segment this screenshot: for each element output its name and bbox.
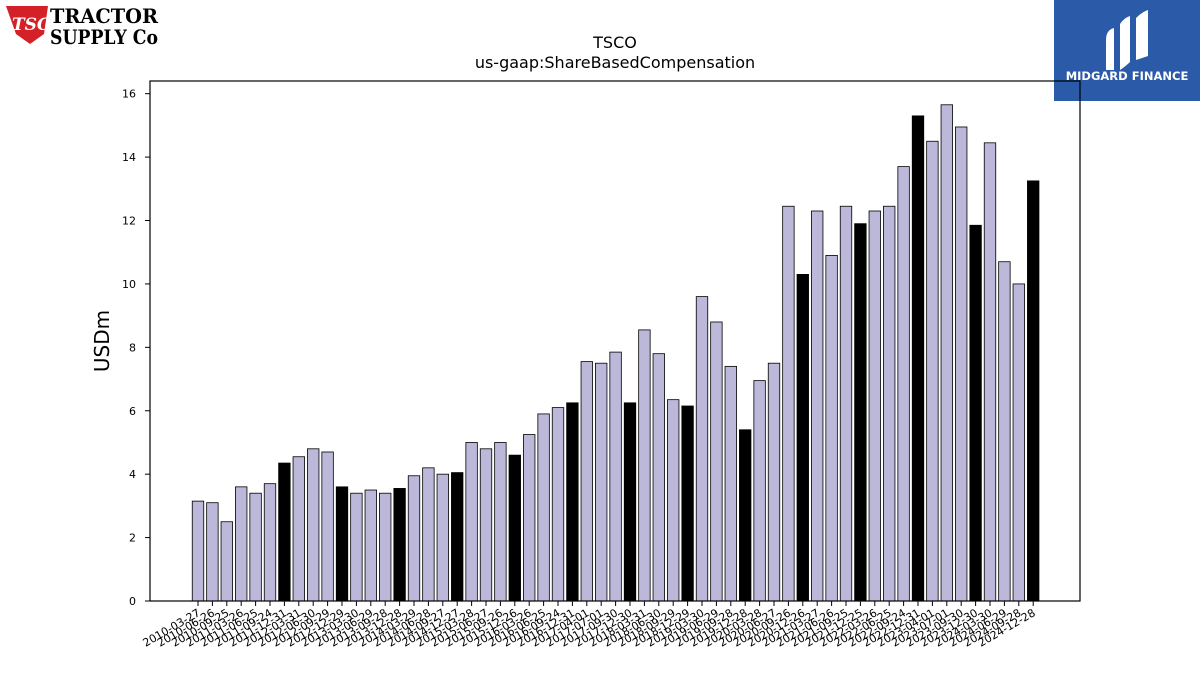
bar-2010-09-25: [220, 521, 233, 602]
bar-2024-09-28: [1012, 283, 1025, 602]
tsc-badge-icon: TSC: [6, 6, 51, 44]
bar-2012-09-29: [321, 451, 334, 602]
bar-2016-12-31: [566, 402, 579, 602]
plot-frame: [149, 80, 1081, 602]
logo-badge-text: TSC: [12, 15, 51, 35]
bar-2015-06-27: [479, 448, 493, 602]
bar-2012-06-30: [307, 448, 320, 602]
bar-2023-07-01: [940, 104, 953, 602]
bar-2020-12-26: [796, 274, 809, 602]
chart-title: TSCO: [592, 33, 637, 52]
bar-2019-03-30: [695, 296, 709, 602]
bar-2024-03-30: [983, 142, 997, 602]
bar-2023-04-01: [926, 140, 939, 602]
y-tick-label: 2: [129, 532, 136, 545]
bar-2016-09-24: [551, 407, 565, 602]
bar-2021-09-25: [839, 205, 853, 602]
bar-2015-12-26: [508, 454, 521, 602]
bar-2013-09-28: [379, 492, 392, 602]
bar-2015-03-28: [465, 442, 478, 602]
bar-2019-09-28: [724, 365, 737, 602]
midgard-finance-logo: MIDGARD FINANCE: [1054, 0, 1200, 101]
bar-2017-12-30: [623, 402, 637, 602]
bar-2011-03-26: [235, 486, 248, 602]
bar-2013-06-29: [364, 489, 377, 602]
bar-2021-06-26: [825, 254, 838, 602]
bar-2019-06-29: [710, 321, 723, 602]
bar-2015-09-26: [494, 442, 507, 602]
y-tick-label: 10: [122, 278, 136, 291]
bar-2021-03-27: [811, 210, 824, 602]
bar-2021-12-25: [854, 223, 867, 602]
bar-2022-09-24: [897, 166, 910, 602]
bar-2011-12-31: [278, 462, 291, 602]
bar-2024-12-28: [1027, 180, 1040, 602]
bar-2014-03-29: [407, 475, 421, 602]
y-tick-label: 8: [129, 341, 136, 354]
bar-2017-04-01: [580, 361, 593, 602]
y-tick-label: 16: [122, 88, 136, 101]
bar-2018-12-29: [681, 405, 694, 602]
bar-2022-03-26: [868, 210, 881, 602]
bar-2018-03-31: [638, 329, 651, 602]
bar-2022-06-25: [883, 205, 896, 602]
bar-2017-09-30: [609, 351, 622, 602]
bar-2012-12-29: [335, 486, 349, 602]
bar-2012-03-31: [292, 456, 305, 602]
bar-2014-09-27: [436, 473, 449, 602]
bar-2016-06-25: [537, 413, 550, 602]
bar-2022-12-31: [911, 115, 925, 602]
logo-right-text: MIDGARD FINANCE: [1066, 69, 1189, 83]
y-axis-label: USDm: [90, 310, 114, 372]
y-tick-label: 4: [129, 468, 136, 481]
bar-2011-09-24: [263, 483, 277, 602]
midgard-m-icon: [1106, 10, 1148, 70]
tractor-supply-logo: TSC TRACTOR SUPPLY Co: [6, 4, 158, 48]
logo-line-1: TRACTOR: [50, 4, 158, 28]
x-ticks-group: 2010-03-272010-06-262010-09-252011-03-26…: [141, 601, 1038, 650]
bar-2013-03-30: [350, 492, 363, 602]
bar-2017-07-01: [595, 362, 608, 602]
y-tick-label: 6: [129, 405, 136, 418]
chart-subtitle: us-gaap:ShareBasedCompensation: [475, 53, 755, 72]
bar-2020-09-26: [782, 205, 795, 602]
bars-group: [191, 104, 1040, 602]
bar-2011-06-25: [249, 492, 262, 602]
y-tick-label: 12: [122, 215, 136, 228]
bar-2013-12-28: [393, 488, 406, 602]
bar-2010-06-26: [206, 502, 219, 602]
bar-2020-03-28: [753, 380, 766, 602]
bar-2023-09-30: [955, 126, 968, 602]
bar-2010-03-27: [191, 500, 205, 602]
y-tick-label: 14: [122, 151, 136, 164]
bar-2023-12-30: [969, 224, 982, 602]
y-ticks-group: 0 2 4 6 8 10 12 14 16: [122, 88, 150, 608]
bar-2024-06-29: [998, 261, 1011, 602]
bar-2016-03-26: [523, 434, 536, 602]
logo-line-2: SUPPLY Co: [50, 25, 158, 48]
y-tick-label: 0: [129, 595, 136, 608]
bar-2020-06-27: [767, 362, 781, 602]
bar-2014-06-28: [422, 467, 435, 602]
bar-2018-09-29: [667, 399, 680, 602]
bar-2014-12-27: [451, 472, 464, 602]
bar-2018-06-30: [652, 353, 665, 602]
bar-2019-12-28: [739, 429, 752, 602]
